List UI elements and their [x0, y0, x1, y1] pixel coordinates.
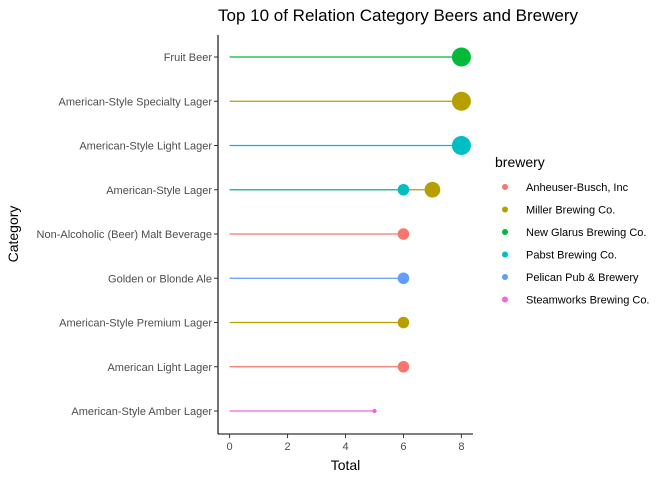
lollipop-point [397, 360, 410, 373]
lollipop-point [397, 272, 410, 285]
axes: 0 2 4 6 8 Fruit Beer American-Style Specialty … [37, 35, 473, 453]
x-tick-label: 6 [400, 441, 406, 453]
y-axis-label: Category [5, 206, 21, 263]
legend-key [502, 184, 508, 190]
x-tick-label: 0 [227, 441, 233, 453]
y-tick-label: American-Style Specialty Lager [59, 96, 213, 108]
legend-label: Pabst Brewing Co. [526, 250, 617, 262]
lollipop-point [451, 91, 471, 111]
lollipop-point [397, 228, 410, 240]
legend-label: Steamworks Brewing Co. [526, 295, 650, 307]
y-tick-label: Non-Alcoholic (Beer) Malt Beverage [37, 229, 212, 241]
data-marks [229, 47, 471, 414]
lollipop-point [397, 316, 410, 329]
legend-key [502, 206, 508, 213]
y-tick-label: American-Style Premium Lager [59, 318, 212, 330]
legend-label: New Glarus Brewing Co. [526, 227, 646, 239]
chart-title: Top 10 of Relation Category Beers and Br… [218, 6, 579, 25]
x-tick-label: 8 [458, 441, 464, 453]
legend-label: Anheuser-Busch, Inc [526, 182, 629, 194]
lollipop-point [451, 47, 471, 67]
x-tick-label: 2 [284, 441, 290, 453]
y-tick-label: Fruit Beer [164, 52, 213, 64]
legend-key [502, 229, 508, 235]
legend: Anheuser-Busch, Inc Miller Brewing Co. New… [502, 182, 650, 307]
y-tick-label: American-Style Light Lager [79, 141, 212, 153]
legend-label: Miller Brewing Co. [526, 205, 615, 217]
legend-key [502, 296, 508, 303]
legend-key [502, 251, 508, 258]
lollipop-point [424, 181, 441, 198]
y-tick-label: Golden or Blonde Ale [108, 273, 212, 285]
x-tick-label: 4 [342, 441, 348, 453]
x-axis-label: Total [331, 457, 361, 473]
legend-title: brewery [495, 154, 545, 170]
lollipop-point [372, 408, 377, 414]
legend-key [502, 274, 508, 280]
lollipop-point [397, 183, 410, 196]
legend-label: Pelican Pub & Brewery [526, 272, 639, 284]
y-tick-label: American-Style Lager [106, 185, 212, 197]
y-tick-label: American Light Lager [107, 362, 212, 374]
lollipop-point [451, 136, 471, 155]
y-tick-label: American-Style Amber Lager [71, 406, 212, 418]
